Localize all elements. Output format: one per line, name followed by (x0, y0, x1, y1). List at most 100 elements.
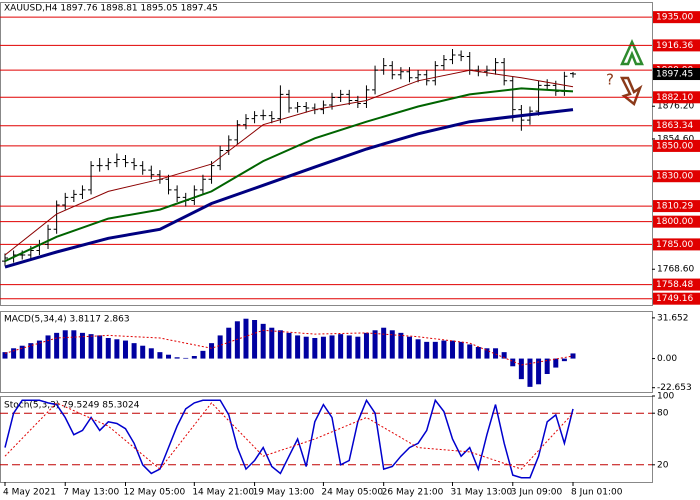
ohlc-bar (79, 185, 86, 199)
ohlc-bar (88, 161, 95, 195)
stoch-panel (0, 396, 653, 483)
up-arrow (620, 38, 644, 66)
macd-bar (140, 345, 146, 359)
ohlc-bar (208, 161, 215, 184)
ohlc-bar (234, 120, 241, 145)
macd-bar (36, 340, 42, 359)
macd-bar (518, 358, 524, 380)
macd-bar (28, 343, 34, 359)
macd-bar (372, 330, 378, 359)
macd-bar (450, 340, 456, 359)
x-tick-label: 7 May 13:00 (63, 488, 119, 498)
level-label: 1749.16 (656, 294, 693, 304)
ohlc-bar (268, 111, 275, 124)
x-tick-label: 3 Jun 09:00 (511, 488, 563, 498)
ohlc-bar (397, 67, 404, 80)
macd-bar (252, 320, 258, 359)
ohlc-bar (96, 158, 103, 172)
x-tick-label: 24 May 05:00 (321, 488, 383, 498)
ohlc-bar (199, 174, 206, 195)
macd-bar (174, 357, 180, 359)
level-label: 1882.10 (656, 93, 693, 103)
ohlc-bar (440, 55, 447, 71)
macd-bar (286, 332, 292, 359)
level-label: 1800.00 (656, 217, 693, 227)
indicator-line (4, 87, 574, 263)
indicator-line (4, 108, 574, 269)
macd-bar (484, 348, 490, 359)
ohlc-bar (406, 67, 413, 83)
indicator-line (4, 329, 574, 366)
macd-title: MACD(5,34,4) 3.8117 2.863 (4, 315, 130, 325)
ohlc-bar (53, 200, 60, 234)
level-label-box (653, 278, 700, 291)
macd-bar (217, 335, 223, 359)
level-label-box (653, 170, 700, 183)
macd-bar (553, 358, 559, 368)
ohlc-bar (165, 174, 172, 195)
ohlc-bar (415, 70, 422, 83)
macd-bar (561, 358, 567, 362)
ohlc-bar (294, 101, 301, 113)
ohlc-bar (36, 239, 43, 256)
ohlc-bar (260, 109, 267, 121)
level-label: 1758.48 (656, 280, 693, 290)
macd-bar (114, 339, 120, 359)
macd-bar (71, 330, 77, 359)
level-label-box (653, 39, 700, 52)
level-label: 1830.00 (656, 172, 693, 182)
macd-bar (303, 336, 309, 359)
macd-bar (501, 352, 507, 359)
ohlc-bar (303, 101, 310, 113)
macd-bar (269, 327, 275, 359)
ohlc-bar (466, 51, 473, 75)
level-label-box (653, 215, 700, 228)
ohlc-bar (423, 70, 430, 86)
level-label-box (653, 139, 700, 152)
macd-bar (11, 348, 17, 359)
macd-bar (355, 336, 361, 359)
macd-bar (54, 332, 60, 359)
ohlc-bar (105, 158, 112, 171)
indicator-line (4, 402, 574, 470)
x-tick-label: 14 May 21:00 (192, 488, 254, 498)
macd-bar (183, 357, 189, 359)
ohlc-bar (156, 170, 163, 184)
stoch-title: Stoch(5,3,3) 79.5249 85.3024 (4, 401, 140, 411)
level-label: 1850.00 (656, 141, 693, 151)
macd-bar (363, 332, 369, 359)
ohlc-bar (458, 50, 465, 62)
macd-bar (415, 339, 421, 359)
ohlc-bar (483, 65, 490, 77)
y-tick-label: -22.653 (657, 383, 692, 393)
chart-title: XAUUSD,H4 1897.76 1898.81 1895.05 1897.4… (4, 4, 218, 14)
y-tick-label: 31.652 (657, 313, 689, 323)
ohlc-bar (389, 61, 396, 80)
ohlc-bar (320, 100, 327, 115)
last-price-label: 1897.45 (656, 70, 693, 80)
macd-bar (493, 348, 499, 359)
macd-bar (536, 358, 542, 385)
macd-bar (88, 334, 94, 359)
macd-bar (45, 335, 51, 359)
y-tick-label: 0.00 (657, 354, 677, 364)
macd-bar (97, 335, 103, 359)
macd-bar (62, 330, 68, 359)
macd-bar (234, 321, 240, 359)
ohlc-bar (286, 89, 292, 113)
macd-bar (475, 347, 481, 359)
ohlc-bar (113, 153, 120, 168)
macd-bar (157, 352, 163, 359)
x-tick-label: 26 May 21:00 (382, 488, 444, 498)
question-mark: ? (606, 71, 614, 89)
down-arrow (619, 76, 643, 107)
y-tick-label: 20 (657, 460, 669, 470)
ohlc-bar (346, 89, 353, 106)
ohlc-bar (570, 71, 576, 78)
level-label-box (653, 11, 700, 24)
macd-bar (131, 343, 137, 359)
ohlc-bar (148, 165, 155, 180)
macd-bar (338, 334, 344, 359)
macd-bar (398, 332, 404, 359)
macd-bar (226, 327, 232, 359)
